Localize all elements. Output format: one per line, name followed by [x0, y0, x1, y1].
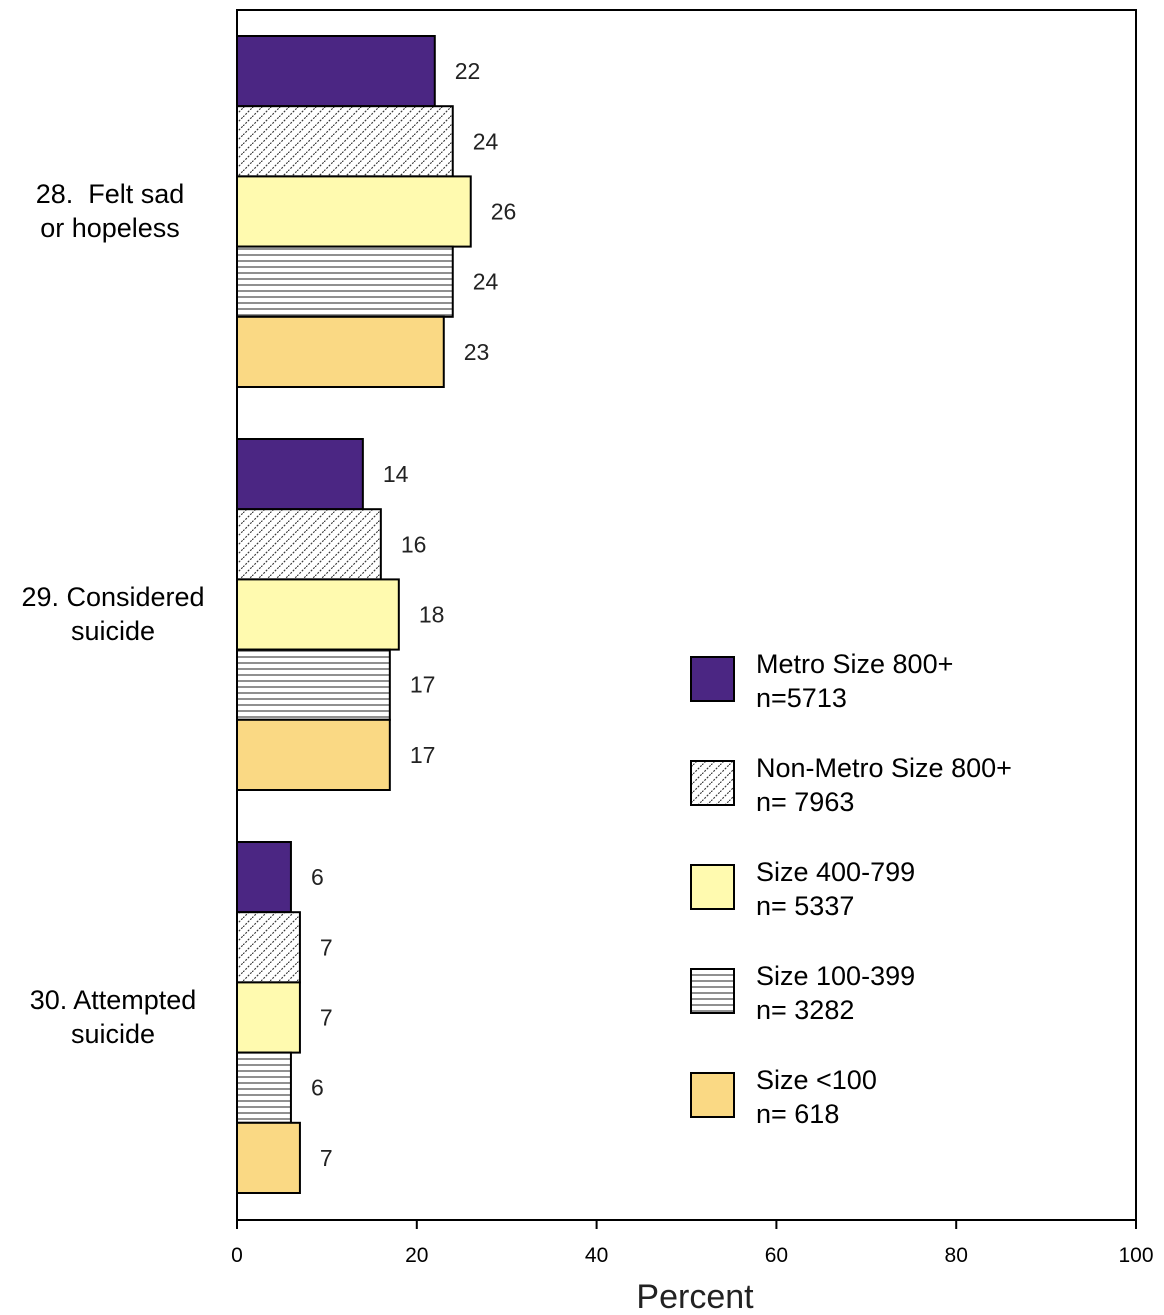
- data-label: 17: [410, 742, 436, 768]
- bar-metro-size-800-cat1: [236, 35, 436, 108]
- bar-metro-size-800-cat2: [236, 438, 364, 511]
- category-label-line2: or hopeless: [40, 213, 180, 243]
- legend-label: Size 100-399: [756, 961, 915, 991]
- bar-non-metro-size-800-cat3: [236, 911, 301, 984]
- legend-swatch-size-100-399: [690, 968, 735, 1014]
- bar-size-400-799-cat1: [236, 175, 472, 248]
- legend-swatch-non-metro-size-800: [690, 760, 735, 806]
- value-labels-group: 22 14 6 24 16 7 26 18 7 24 17 6 23 17 7: [311, 58, 516, 1171]
- data-label: 23: [464, 339, 490, 365]
- data-label: 7: [320, 934, 333, 960]
- category-label-line1: 28. Felt sad: [35, 179, 185, 209]
- category-label-line2: suicide: [70, 1019, 156, 1049]
- legend-n: n=5713: [756, 683, 847, 713]
- data-label: 16: [401, 531, 427, 557]
- legend-swatch-size-100: [690, 1072, 735, 1118]
- data-label: 6: [311, 864, 324, 890]
- category-label: 28. Felt sad or hopeless: [0, 177, 220, 245]
- data-label: 22: [455, 58, 481, 84]
- data-label: 17: [410, 672, 436, 698]
- x-tick-label: 60: [765, 1244, 788, 1267]
- legend-label: Metro Size 800+: [756, 649, 953, 679]
- bars-group: [236, 35, 472, 1195]
- bar-non-metro-size-800-cat1: [236, 105, 454, 178]
- data-label: 26: [491, 199, 517, 225]
- data-label: 18: [419, 602, 445, 628]
- data-label: 7: [320, 1145, 333, 1171]
- data-label: 7: [320, 1005, 333, 1031]
- bar-size-100-cat1: [236, 315, 445, 388]
- legend-label: Size <100: [756, 1065, 877, 1095]
- bar-size-100-399-cat1: [236, 245, 454, 318]
- legend-label: Size 400-799: [756, 857, 915, 887]
- x-tick-label: 20: [405, 1244, 428, 1267]
- legend-swatch-metro-size-800: [690, 656, 735, 702]
- data-label: 24: [473, 269, 499, 295]
- bar-metro-size-800-cat3: [236, 841, 292, 914]
- bar-size-100-cat2: [236, 718, 391, 791]
- bar-size-400-799-cat2: [236, 578, 400, 651]
- legend-swatch-size-400-799: [690, 864, 735, 910]
- data-label: 14: [383, 461, 409, 487]
- legend-label: Non-Metro Size 800+: [756, 753, 1012, 783]
- category-label-line1: 29. Considered: [21, 582, 205, 612]
- bar-size-400-799-cat3: [236, 981, 301, 1054]
- category-label: 30. Attempted suicide: [3, 983, 223, 1051]
- x-axis: 0 20 40 60 80 100: [231, 1220, 1154, 1267]
- bar-size-100-399-cat3: [236, 1051, 292, 1124]
- x-tick-label: 100: [1118, 1244, 1153, 1267]
- legend-n: n= 7963: [756, 787, 854, 817]
- data-label: 6: [311, 1075, 324, 1101]
- bar-size-100-399-cat2: [236, 648, 391, 721]
- bar-non-metro-size-800-cat2: [236, 508, 382, 581]
- legend: Metro Size 800+ n=5713 Non-Metro Size 800+…: [690, 649, 1012, 1129]
- data-label: 24: [473, 128, 499, 154]
- legend-n: n= 3282: [756, 995, 854, 1025]
- legend-n: n= 618: [756, 1099, 839, 1129]
- x-tick-label: 40: [585, 1244, 608, 1267]
- x-tick-label: 80: [945, 1244, 968, 1267]
- x-axis-label: Percent: [636, 1278, 754, 1315]
- bar-size-100-cat3: [236, 1121, 301, 1195]
- category-label-line1: 30. Attempted: [29, 985, 197, 1015]
- x-tick-label: 0: [231, 1244, 243, 1267]
- legend-n: n= 5337: [756, 891, 854, 921]
- category-label-line2: suicide: [70, 616, 156, 646]
- category-label: 29. Considered suicide: [3, 580, 223, 648]
